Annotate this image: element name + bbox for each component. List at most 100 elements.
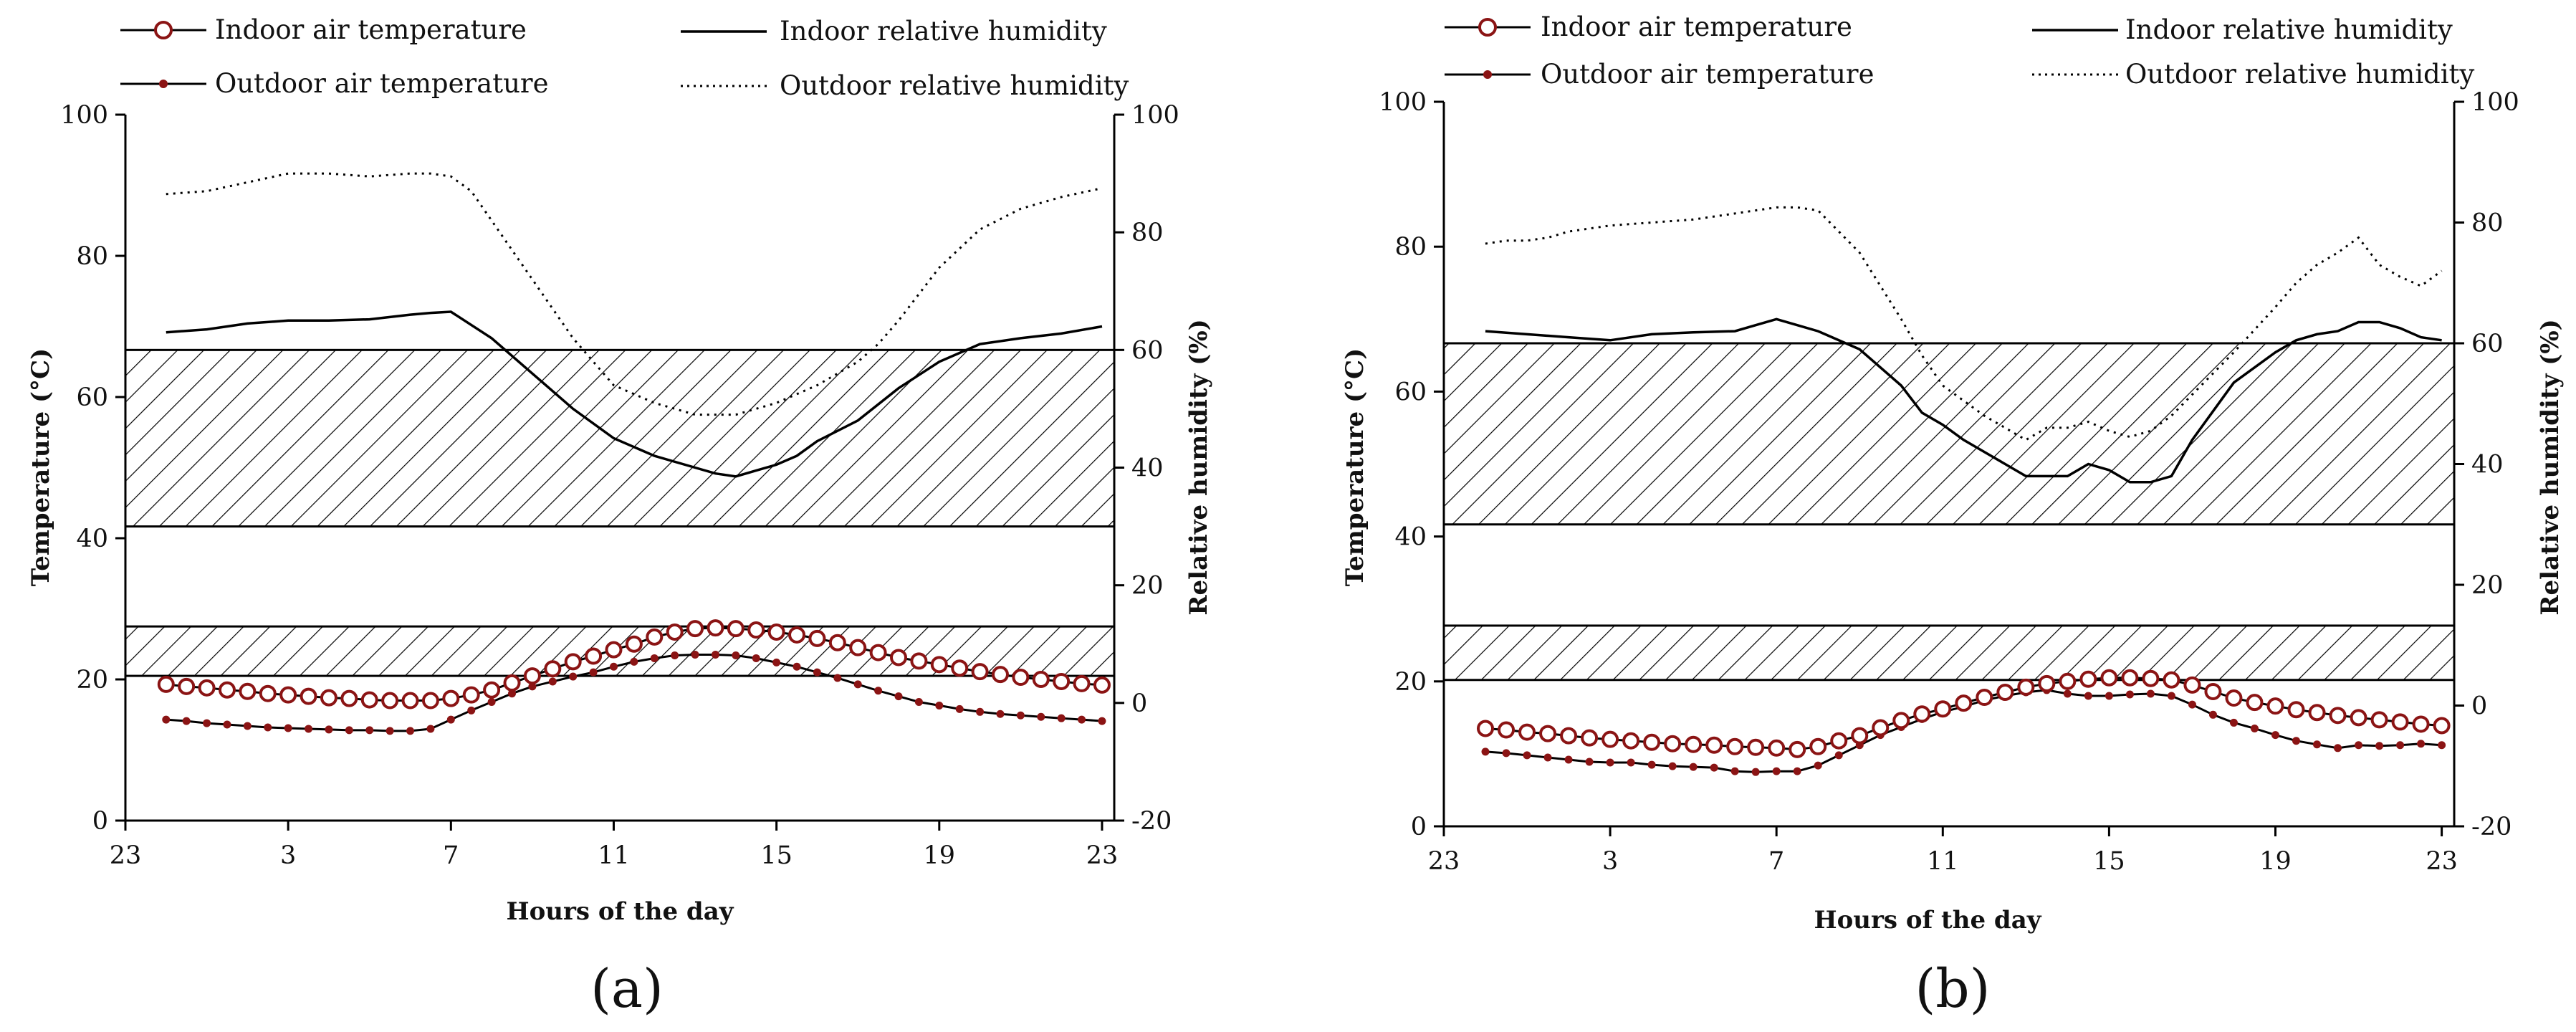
right-tick-label: 20 [1131, 572, 1164, 601]
outdoor-air-temperature-point [976, 707, 985, 716]
panel-label-a: (a) [590, 958, 664, 1020]
outdoor-air-temperature-point [1710, 763, 1718, 772]
indoor-air-temperature-point [2059, 672, 2077, 690]
indoor-air-temperature-point [2204, 682, 2222, 700]
panel-a: Indoor air temperature Outdoor air tempe… [27, 14, 1213, 1020]
outdoor-air-temperature-point [691, 651, 699, 659]
indoor-air-temperature-point [2100, 669, 2118, 687]
indoor-air-temperature-point [1477, 720, 1495, 737]
outdoor-air-temperature-point [1543, 753, 1552, 762]
indoor-air-temperature-point [2142, 669, 2160, 687]
legend-indoor-temp-marker [1478, 18, 1497, 37]
indoor-air-temperature-point [503, 674, 521, 692]
legend-outdoor-rh-label: Outdoor relative humidity [780, 70, 1129, 101]
outdoor-air-temperature-point [2271, 731, 2279, 740]
x-tick-label: 19 [924, 841, 956, 870]
indoor-air-temperature-point [462, 686, 480, 704]
right-tick-label: 0 [2471, 692, 2487, 721]
left-tick-label: 80 [1394, 233, 1427, 262]
right-tick-label: 80 [2471, 209, 2504, 238]
left-tick-label: 40 [1394, 523, 1427, 552]
indoor-air-temperature-point [157, 675, 175, 693]
legend: Indoor air temperature Outdoor air tempe… [120, 14, 1129, 101]
right-tick-label: 40 [2471, 451, 2504, 479]
outdoor-air-temperature-point [508, 689, 517, 698]
indoor-air-temperature-point [1685, 735, 1703, 753]
indoor-air-temperature-point [747, 621, 765, 639]
x-tick-label: 23 [1428, 847, 1460, 876]
indoor-air-temperature-point [585, 647, 603, 665]
indoor-air-temperature-point [1830, 732, 1848, 750]
indoor-air-temperature-point [1053, 672, 1071, 690]
outdoor-air-temperature-point [162, 715, 171, 724]
right-tick-label: 60 [1131, 336, 1164, 365]
indoor-air-temperature-point [1518, 723, 1536, 741]
right-tick-label: 80 [1131, 219, 1164, 247]
indoor-air-temperature-point [1498, 721, 1516, 739]
outdoor-air-temperature-point [752, 654, 760, 662]
outdoor-air-temperature-point [935, 701, 944, 710]
outdoor-air-temperature-point [406, 727, 415, 735]
outdoor-air-temperature-point [630, 657, 638, 666]
indoor-air-temperature-point [2329, 707, 2347, 725]
x-axis-title: Hours of the day [506, 897, 734, 926]
indoor-air-temperature-point [2017, 678, 2035, 696]
outdoor-air-temperature-point [609, 662, 618, 671]
indoor-air-temperature-point [890, 649, 908, 666]
indoor-air-temperature-point [2246, 694, 2264, 712]
outdoor-air-temperature-point [325, 725, 333, 734]
x-tick-label: 19 [2259, 847, 2292, 876]
x-tick-label: 15 [760, 841, 793, 870]
indoor-air-temperature-point [1934, 700, 1952, 718]
x-tick-label: 3 [280, 841, 296, 870]
right-axis-title: Relative humidity (%) [2536, 319, 2565, 615]
x-tick-label: 11 [598, 841, 630, 870]
outdoor-air-temperature-point [2375, 742, 2384, 750]
indoor-air-temperature-point [2183, 676, 2201, 694]
outdoor-air-temperature-point [365, 726, 374, 735]
outdoor-air-temperature-point [1730, 767, 1739, 775]
left-tick-label: 0 [92, 807, 108, 836]
indoor-air-temperature-point [1976, 689, 1993, 707]
indoor-air-temperature-point [991, 666, 1009, 684]
indoor-air-temperature-point [381, 692, 399, 710]
outdoor-air-temperature-point [955, 704, 964, 713]
outdoor-air-temperature-point [1502, 749, 1510, 758]
outdoor-air-temperature-point [467, 706, 476, 715]
outdoor-air-temperature-point [1668, 762, 1677, 770]
indoor-air-temperature-point [2412, 715, 2430, 733]
outdoor-air-temperature-point [1016, 711, 1025, 720]
outdoor-relative-humidity-line [1485, 206, 2443, 441]
indoor-air-temperature-point [951, 659, 969, 677]
outdoor-air-temperature-point [203, 719, 211, 727]
indoor-air-temperature-point [1809, 737, 1827, 755]
panel-label-b: (b) [1915, 958, 1990, 1020]
outdoor-air-temperature-point [569, 672, 578, 681]
indoor-air-temperature-point [1581, 729, 1599, 747]
legend: Indoor air temperature Outdoor air tempe… [1445, 11, 2474, 90]
outdoor-air-temperature-point [1751, 768, 1760, 776]
right-tick-label: 60 [2471, 330, 2504, 358]
indoor-air-temperature-point [259, 684, 277, 702]
outdoor-air-temperature-point [2438, 741, 2446, 750]
outdoor-air-temperature-point [2334, 744, 2342, 752]
indoor-air-temperature-point [1012, 669, 1030, 687]
outdoor-air-temperature-point [833, 674, 842, 682]
legend-outdoor-temp-label: Outdoor air temperature [1541, 59, 1874, 90]
outdoor-air-temperature-point [446, 715, 455, 724]
indoor-air-temperature-point [1560, 727, 1578, 745]
outdoor-air-temperature-point [284, 724, 292, 732]
left-tick-label: 100 [60, 101, 108, 130]
temperature-comfort-band [1442, 624, 2456, 682]
legend-outdoor-temp-marker [1483, 70, 1492, 79]
left-tick-label: 60 [1394, 378, 1427, 406]
legend-indoor-temp-marker [154, 21, 173, 39]
indoor-air-temperature-point [646, 628, 664, 646]
indoor-air-temperature-point [1851, 727, 1869, 745]
outdoor-air-temperature-point [2125, 690, 2134, 699]
outdoor-air-temperature-point [1814, 761, 1822, 770]
indoor-air-temperature-point [218, 681, 236, 699]
outdoor-air-temperature-point [223, 720, 231, 729]
right-axis-title: Relative humidity (%) [1184, 319, 1213, 615]
outdoor-air-temperature-point [650, 654, 659, 662]
